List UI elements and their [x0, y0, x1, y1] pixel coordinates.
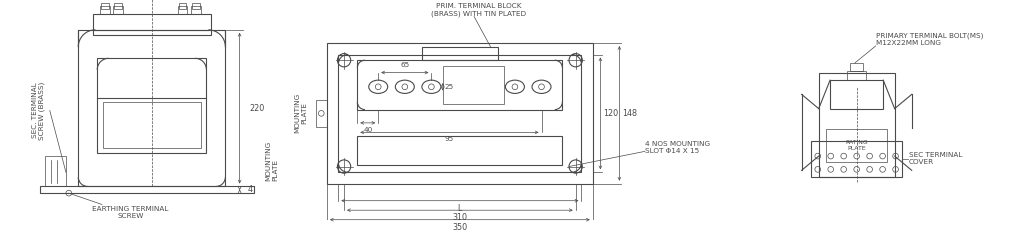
- Bar: [442, 66, 504, 104]
- Bar: [178, 6, 187, 14]
- Bar: [830, 80, 884, 109]
- Bar: [422, 47, 498, 60]
- Bar: [357, 136, 562, 165]
- Bar: [191, 6, 201, 14]
- Text: 350: 350: [453, 222, 467, 231]
- Bar: [179, 3, 186, 9]
- Text: RATING
PLATE: RATING PLATE: [846, 140, 868, 151]
- Text: L: L: [458, 204, 462, 213]
- Bar: [101, 3, 109, 9]
- Text: SEC. TERMINAL
SCREW (BRASS): SEC. TERMINAL SCREW (BRASS): [32, 81, 45, 140]
- Bar: [315, 100, 327, 127]
- Bar: [811, 141, 902, 177]
- Text: 120: 120: [603, 109, 618, 118]
- Bar: [847, 71, 866, 80]
- Bar: [826, 129, 887, 162]
- Bar: [40, 186, 254, 193]
- Text: 25: 25: [444, 84, 454, 90]
- Text: SEC TERMINAL
COVER: SEC TERMINAL COVER: [909, 152, 963, 165]
- Bar: [357, 60, 562, 109]
- Text: 65: 65: [400, 62, 410, 68]
- Bar: [114, 6, 123, 14]
- Bar: [97, 58, 207, 153]
- Bar: [327, 43, 593, 184]
- Bar: [338, 55, 582, 172]
- Text: 148: 148: [623, 109, 637, 118]
- Text: 4 NOS MOUNTING
SLOT Φ14 X 15: 4 NOS MOUNTING SLOT Φ14 X 15: [645, 141, 710, 154]
- Text: 95: 95: [444, 136, 454, 142]
- Bar: [103, 102, 201, 148]
- Bar: [100, 6, 110, 14]
- Bar: [78, 30, 225, 186]
- Text: 4: 4: [247, 185, 252, 194]
- Bar: [819, 73, 895, 177]
- Bar: [45, 156, 66, 186]
- Text: 220: 220: [249, 104, 264, 113]
- Text: PRIM. TERMINAL BLOCK
(BRASS) WITH TIN PLATED: PRIM. TERMINAL BLOCK (BRASS) WITH TIN PL…: [431, 3, 526, 17]
- Text: MOUNTING
PLATE: MOUNTING PLATE: [265, 141, 279, 181]
- Bar: [850, 63, 863, 71]
- Text: EARTHING TERMINAL
SCREW: EARTHING TERMINAL SCREW: [92, 207, 169, 219]
- Bar: [115, 3, 122, 9]
- Text: MOUNTING
PLATE: MOUNTING PLATE: [294, 93, 307, 134]
- Bar: [92, 14, 211, 35]
- Bar: [193, 3, 200, 9]
- Text: PRIMARY TERMINAL BOLT(MS)
M12X22MM LONG: PRIMARY TERMINAL BOLT(MS) M12X22MM LONG: [876, 33, 983, 46]
- Text: 40: 40: [364, 127, 373, 133]
- Text: 310: 310: [453, 213, 467, 222]
